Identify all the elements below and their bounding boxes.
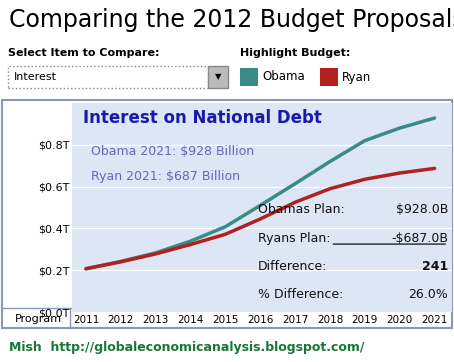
- Text: Ryan: Ryan: [342, 71, 371, 84]
- Bar: [240, 68, 258, 86]
- Bar: [8, 66, 208, 88]
- Text: Interest on National Debt: Interest on National Debt: [84, 109, 322, 127]
- Text: % Difference:: % Difference:: [258, 288, 344, 301]
- Text: -$687.0B: -$687.0B: [391, 232, 448, 245]
- Text: Ryan 2021: $687 Billion: Ryan 2021: $687 Billion: [91, 170, 240, 183]
- Bar: [320, 68, 338, 86]
- Text: Obama: Obama: [262, 71, 305, 84]
- Text: Obamas Plan:: Obamas Plan:: [258, 203, 345, 216]
- Text: 26.0%: 26.0%: [409, 288, 448, 301]
- Text: Comparing the 2012 Budget Proposals: Comparing the 2012 Budget Proposals: [9, 8, 454, 32]
- Text: Obama 2021: $928 Billion: Obama 2021: $928 Billion: [91, 145, 254, 158]
- Text: Mish  http://globaleconomicanalysis.blogspot.com/: Mish http://globaleconomicanalysis.blogs…: [9, 341, 365, 354]
- Text: ▼: ▼: [215, 72, 221, 81]
- Text: Program: Program: [15, 314, 62, 324]
- Text: $928.0B: $928.0B: [396, 203, 448, 216]
- Bar: [208, 66, 228, 88]
- Text: 241: 241: [422, 260, 448, 273]
- Text: Select Item to Compare:: Select Item to Compare:: [8, 48, 159, 58]
- Text: Interest: Interest: [14, 72, 57, 82]
- Text: Ryans Plan:: Ryans Plan:: [258, 232, 331, 245]
- Text: Highlight Budget:: Highlight Budget:: [240, 48, 350, 58]
- Text: Difference:: Difference:: [258, 260, 328, 273]
